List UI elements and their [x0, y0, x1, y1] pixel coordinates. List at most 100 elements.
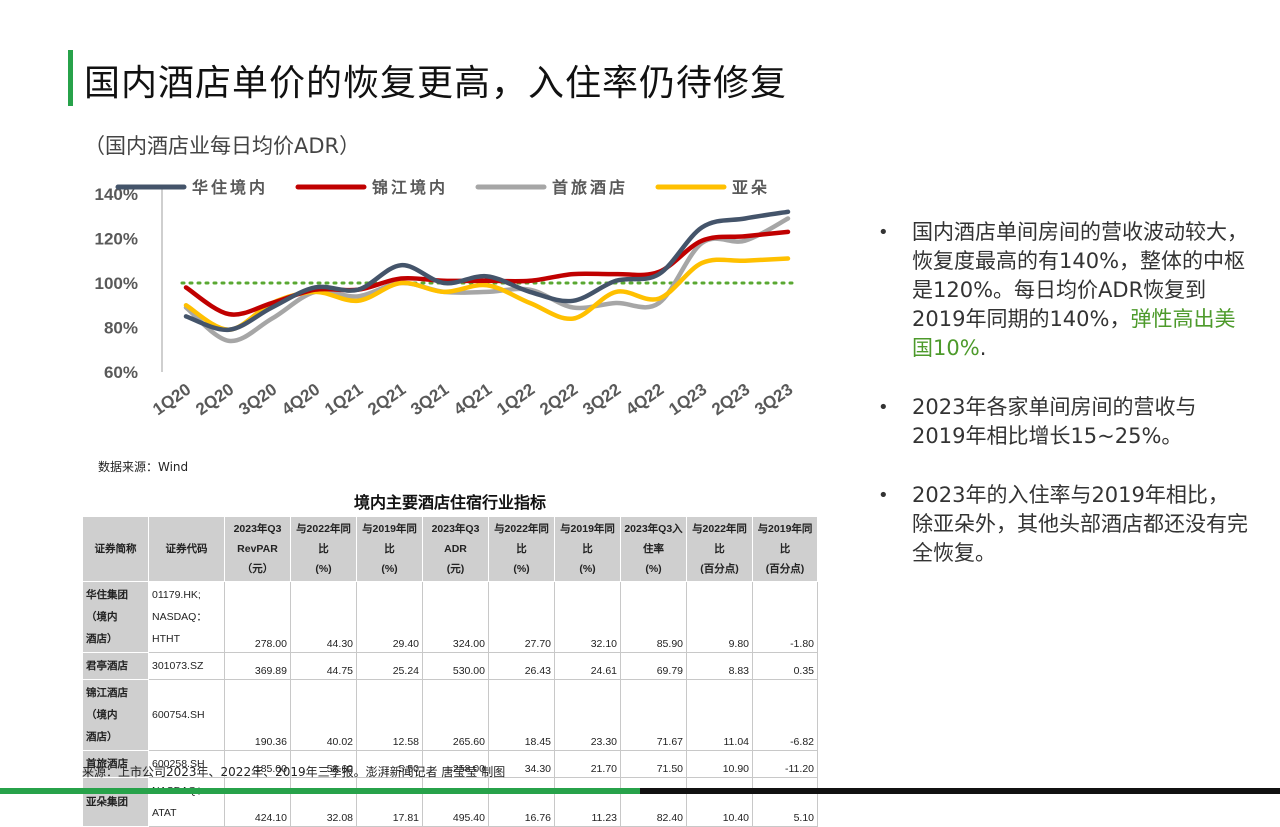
value-cell: 265.60 [422, 679, 489, 751]
table-header-cell: 与2019年同比 (%) [356, 516, 423, 582]
table-header-cell: 与2022年同比 (%) [488, 516, 555, 582]
table-header-cell: 与2019年同比 (%) [554, 516, 621, 582]
series-line-1 [183, 229, 791, 317]
value-cell: 71.67 [620, 679, 687, 751]
table-source: 来源：上市公司2023年、2022年、2019年三季报。澎湃新闻记者 唐莹莹 制… [82, 765, 506, 779]
value-cell: 5.10 [752, 777, 818, 827]
table-header-cell: 2023年Q3 RevPAR（元） [224, 516, 291, 582]
value-cell: 21.70 [554, 750, 621, 778]
y-tick-label: 140% [95, 185, 138, 204]
bullet-dot-icon: • [878, 222, 889, 243]
value-cell: 82.40 [620, 777, 687, 827]
table-row: 君亭酒店 301073.SZ 369.89 44.75 25.24 530.00 26.43… [82, 652, 818, 680]
x-tick-label: 4Q21 [450, 380, 495, 419]
value-cell: 18.45 [488, 679, 555, 751]
x-tick-label: 2Q23 [708, 380, 753, 419]
x-tick-label: 3Q21 [407, 380, 452, 419]
table-header-cell: 与2022年同比 (百分点) [686, 516, 753, 582]
value-cell: 530.00 [422, 652, 489, 680]
table-header-cell: 与2019年同比 (百分点) [752, 516, 818, 582]
legend-label: 亚朵 [732, 178, 770, 197]
ticker-cell: NASDAQ：ATAT [148, 777, 225, 827]
table-row: 华住集团（境内 酒店） 01179.HK; NASDAQ：HTHT 278.00 44.3… [82, 581, 818, 653]
title-accent-bar [68, 50, 73, 106]
value-cell: 278.00 [224, 581, 291, 653]
table-row: 首旅酒店 600258.SH 185.00 58.60 5.50 258.00 34.30 2… [82, 750, 818, 778]
table-header-cell: 2023年Q3入住率 (%) [620, 516, 687, 582]
legend-label: 首旅酒店 [552, 178, 628, 197]
company-name-cell: 亚朵集团 [82, 777, 149, 827]
value-cell: 9.80 [686, 581, 753, 653]
value-cell: 85.90 [620, 581, 687, 653]
footer-bar-dark [640, 788, 1280, 794]
chart-source: 数据来源：Wind [98, 460, 189, 474]
highlight-text: 弹性高出美国10% [912, 307, 1236, 360]
table-title: 境内主要酒店住宿行业指标 [353, 493, 546, 512]
x-tick-label: 2Q22 [536, 380, 581, 419]
table-row: 亚朵集团NASDAQ：ATAT424.1032.0817.81495.4016.… [82, 777, 818, 827]
value-cell: 32.08 [290, 777, 357, 827]
value-cell: 5.50 [356, 750, 423, 778]
series-line-2 [183, 216, 791, 344]
value-cell: 32.10 [554, 581, 621, 653]
table-header-row: 证券简称 证券代码 2023年Q3 RevPAR（元） 与2022年同比 (%) 与2019… [82, 516, 818, 582]
value-cell: 34.30 [488, 750, 555, 778]
y-tick-label: 100% [95, 274, 138, 293]
value-cell: 26.43 [488, 652, 555, 680]
value-cell: 17.81 [356, 777, 423, 827]
value-cell: 11.23 [554, 777, 621, 827]
value-cell: 424.10 [224, 777, 291, 827]
x-tick-label: 1Q20 [149, 380, 194, 419]
ticker-cell: 600754.SH [148, 679, 225, 751]
footer-bar-green [0, 788, 640, 794]
value-cell: 11.04 [686, 679, 753, 751]
value-cell: 495.40 [422, 777, 489, 827]
bullet-dot-icon: • [878, 485, 889, 506]
page-title: 国内酒店单价的恢复更高，入住率仍待修复 [84, 63, 788, 104]
value-cell: 44.75 [290, 652, 357, 680]
company-name-cell: 君亭酒店 [82, 652, 149, 680]
x-tick-label: 2Q21 [364, 380, 409, 419]
x-tick-label: 3Q22 [579, 380, 624, 419]
bullet-dot-icon: • [878, 397, 889, 418]
value-cell: 24.61 [554, 652, 621, 680]
company-name-cell: 锦江酒店（境内 酒店） [82, 679, 149, 751]
series-line-0 [183, 209, 791, 332]
x-tick-label: 2Q20 [192, 380, 237, 419]
y-tick-label: 60% [104, 363, 138, 382]
value-cell: 10.90 [686, 750, 753, 778]
x-tick-label: 4Q22 [622, 380, 667, 419]
value-cell: 16.76 [488, 777, 555, 827]
legend-label: 华住境内 [192, 178, 268, 197]
value-cell: 324.00 [422, 581, 489, 653]
table-header-cell: 2023年Q3 ADR (元) [422, 516, 489, 582]
key-point: • 2023年的入住率与2019年相比，除亚朵外，其他头部酒店都还没有完全恢复。 [878, 483, 1248, 565]
value-cell: 10.40 [686, 777, 753, 827]
y-tick-label: 120% [95, 230, 138, 249]
hotel-indicators-table: 证券简称 证券代码 2023年Q3 RevPAR（元） 与2022年同比 (%) 与2019… [82, 516, 818, 827]
adr-line-chart: 60%80%100%120%140%1Q202Q203Q204Q201Q212Q… [95, 178, 797, 419]
key-point: • 国内酒店单间房间的营收波动较大，恢复度最高的有140%，整体的中枢是120%。… [878, 220, 1248, 360]
value-cell: -6.82 [752, 679, 818, 751]
value-cell: -11.20 [752, 750, 818, 778]
legend-label: 锦江境内 [372, 178, 448, 197]
value-cell: 258.00 [422, 750, 489, 778]
value-cell: 29.40 [356, 581, 423, 653]
value-cell: 69.79 [620, 652, 687, 680]
value-cell: 25.24 [356, 652, 423, 680]
value-cell: 8.83 [686, 652, 753, 680]
value-cell: 27.70 [488, 581, 555, 653]
x-tick-label: 1Q22 [493, 380, 538, 419]
key-point: • 2023年各家单间房间的营收与2019年相比增长15~25%。 [878, 395, 1197, 448]
x-tick-label: 3Q20 [235, 380, 280, 419]
chart-subtitle: （国内酒店业每日均价ADR） [84, 134, 361, 158]
value-cell: 44.30 [290, 581, 357, 653]
value-cell: 23.30 [554, 679, 621, 751]
value-cell: 12.58 [356, 679, 423, 751]
value-cell: 369.89 [224, 652, 291, 680]
company-name-cell: 华住集团（境内 酒店） [82, 581, 149, 653]
value-cell: 190.36 [224, 679, 291, 751]
key-points-list: • 国内酒店单间房间的营收波动较大，恢复度最高的有140%，整体的中枢是120%。… [878, 218, 1248, 598]
value-cell: 71.50 [620, 750, 687, 778]
table-row: 锦江酒店（境内 酒店） 600754.SH 190.36 40.02 12.58 265.6… [82, 679, 818, 751]
